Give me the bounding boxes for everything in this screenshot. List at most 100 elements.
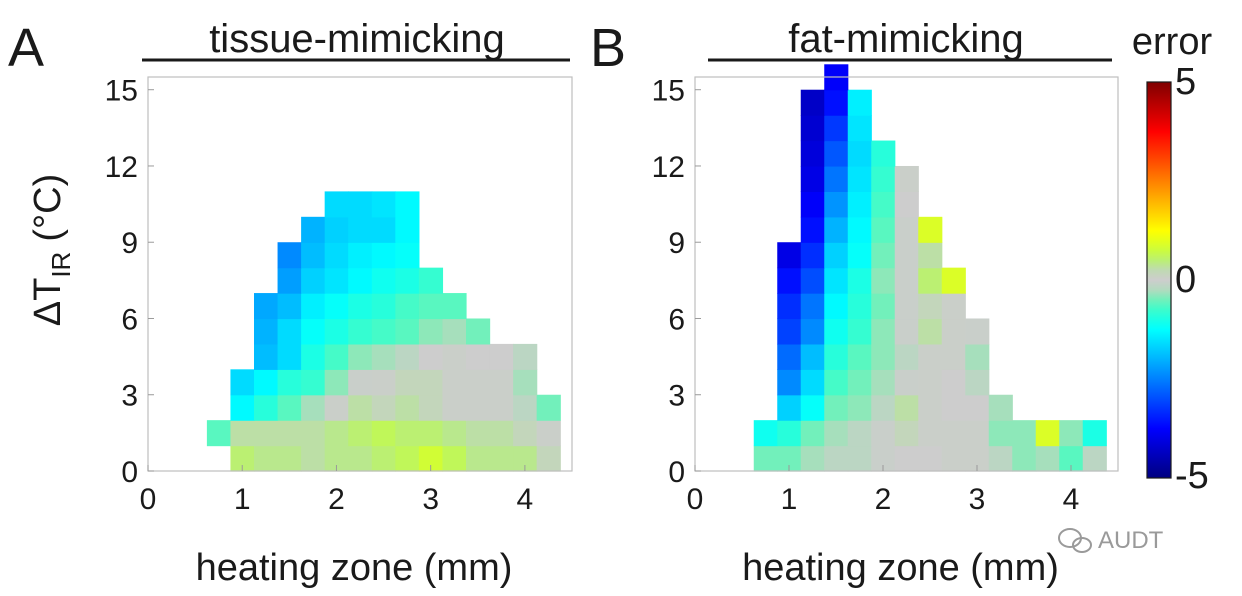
heatmap-cell — [824, 89, 849, 116]
heatmap-cell — [965, 369, 990, 396]
heatmap-cell — [371, 318, 396, 345]
heatmap-cell — [277, 369, 302, 396]
heatmap-cell — [941, 293, 966, 320]
heatmap-cell — [847, 343, 872, 370]
heatmap-cell — [800, 420, 825, 447]
heatmap-cell — [395, 369, 420, 396]
heatmap-cell — [894, 165, 919, 192]
heatmap-cell — [918, 343, 943, 370]
heatmap-cell — [824, 165, 849, 192]
heatmap-cell — [371, 293, 396, 320]
y-axis-label: ΔTIR (°C) — [27, 174, 76, 327]
heatmap-cell — [918, 369, 943, 396]
heatmap-cell — [777, 242, 802, 269]
y-tick-label: 0 — [121, 456, 138, 489]
heatmap-cell — [371, 445, 396, 472]
heatmap-cell — [941, 394, 966, 421]
heatmap-cell — [918, 445, 943, 472]
heatmap-cell — [348, 369, 373, 396]
heatmap-cell — [988, 445, 1013, 472]
heatmap-cell — [965, 394, 990, 421]
heatmap-cell — [847, 318, 872, 345]
heatmap-cell — [371, 267, 396, 294]
heatmap-cell — [371, 242, 396, 269]
heatmap-cell — [894, 445, 919, 472]
heatmap-cell — [254, 293, 279, 320]
heatmap-cell — [1035, 420, 1060, 447]
heatmap-cell — [418, 343, 444, 370]
heatmap-cell — [777, 318, 802, 345]
heatmap-cell — [824, 369, 849, 396]
panel-letter: B — [590, 18, 626, 78]
heatmap-cell — [871, 165, 896, 192]
heatmap-cell — [536, 445, 561, 472]
heatmap-cell — [254, 343, 279, 370]
heatmap-cell — [847, 420, 872, 447]
heatmap-cell — [824, 216, 849, 243]
heatmap-cell — [871, 242, 896, 269]
heatmap-cell — [824, 420, 849, 447]
heatmap-cell — [753, 445, 778, 472]
heatmap-cell — [824, 445, 849, 472]
heatmap-cell — [988, 394, 1013, 421]
x-tick-label: 0 — [140, 483, 157, 516]
heatmap-cell — [418, 420, 444, 447]
x-tick-label: 4 — [517, 483, 534, 516]
heatmap-cell — [466, 394, 491, 421]
heatmap-cell — [371, 343, 396, 370]
heatmap-cell — [254, 445, 279, 472]
heatmap-cell — [894, 293, 919, 320]
heatmap-cell — [941, 445, 966, 472]
x-axis-label: heating zone (mm) — [742, 547, 1059, 589]
y-tick-label: 3 — [668, 380, 685, 413]
heatmap-cell — [395, 191, 420, 218]
x-tick-label: 0 — [687, 483, 704, 516]
heatmap-cell — [442, 369, 467, 396]
heatmap-cell — [466, 420, 491, 447]
watermark-text: AUDT — [1098, 527, 1164, 554]
heatmap-cell — [824, 394, 849, 421]
heatmap-cell — [395, 394, 420, 421]
heatmap-cell — [489, 343, 514, 370]
heatmap-cell — [941, 318, 966, 345]
heatmap-cell — [254, 318, 279, 345]
heatmap-cell — [230, 369, 255, 396]
heatmap-cell — [847, 293, 872, 320]
y-tick-label: 9 — [121, 227, 138, 260]
heatmap-cell — [301, 293, 326, 320]
heatmap-cell — [418, 369, 444, 396]
heatmap-cell — [442, 318, 467, 345]
heatmap-cell — [442, 394, 467, 421]
heatmap-cell — [824, 242, 849, 269]
heatmap-cell — [371, 394, 396, 421]
heatmap-cell — [941, 343, 966, 370]
heatmap-cell — [918, 267, 943, 294]
heatmap-cell — [395, 445, 420, 472]
heatmap-cell — [941, 369, 966, 396]
heatmap-cell — [301, 318, 326, 345]
heatmap-cell — [371, 191, 396, 218]
heatmap-cell — [800, 343, 825, 370]
heatmap-cell — [395, 318, 420, 345]
y-axis-label-unit: (°C) — [27, 174, 69, 242]
heatmap-cells — [753, 64, 1107, 472]
heatmap-cell — [824, 343, 849, 370]
heatmap-cell — [847, 165, 872, 192]
heatmap-cell — [536, 420, 561, 447]
heatmap-cell — [894, 242, 919, 269]
heatmap-cell — [871, 420, 896, 447]
heatmap-cell — [466, 445, 491, 472]
heatmap-cell — [324, 318, 349, 345]
heatmap-cell — [847, 89, 872, 116]
x-tick-label: 2 — [875, 483, 892, 516]
heatmap-cell — [894, 420, 919, 447]
heatmap-cell — [800, 293, 825, 320]
heatmap-cell — [824, 140, 849, 167]
heatmap-cell — [824, 318, 849, 345]
heatmap-cell — [1082, 420, 1107, 447]
heatmap-cell — [395, 343, 420, 370]
